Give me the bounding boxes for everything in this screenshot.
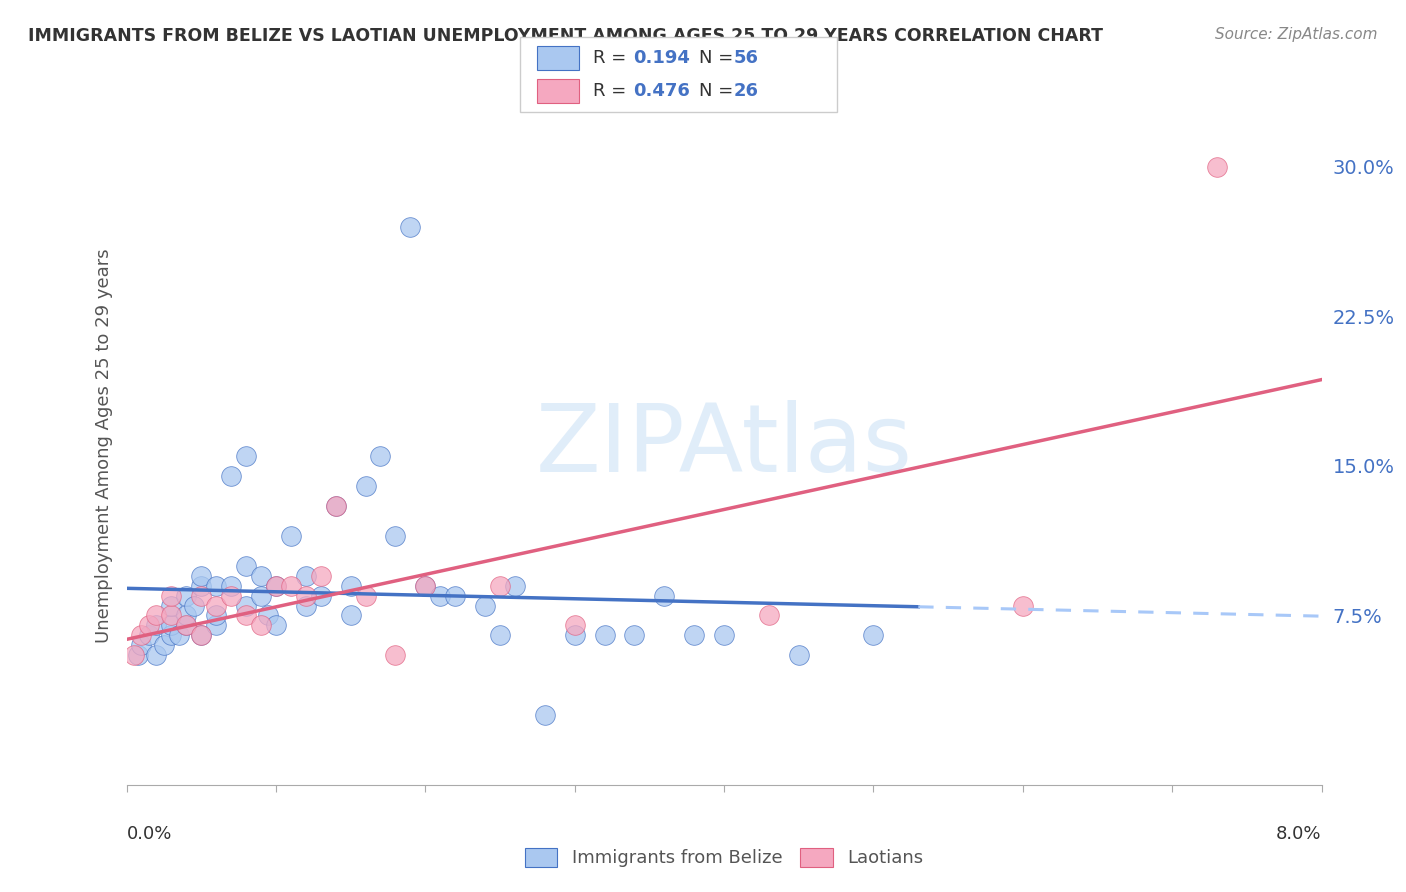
Point bbox=[503, 578, 526, 592]
Point bbox=[474, 599, 496, 613]
Text: N =: N = bbox=[699, 82, 738, 100]
Text: 0.0%: 0.0% bbox=[127, 825, 172, 843]
Point bbox=[205, 608, 228, 623]
Point bbox=[533, 708, 555, 723]
Point bbox=[131, 639, 153, 653]
Point bbox=[190, 628, 212, 642]
Point bbox=[160, 599, 183, 613]
Point bbox=[399, 219, 422, 234]
Text: ZIPAtlas: ZIPAtlas bbox=[536, 400, 912, 492]
Point bbox=[167, 628, 190, 642]
Point bbox=[294, 568, 316, 582]
Point bbox=[1011, 599, 1033, 613]
Point bbox=[183, 599, 205, 613]
Point bbox=[309, 568, 332, 582]
Point bbox=[190, 628, 212, 642]
Y-axis label: Unemployment Among Ages 25 to 29 years: Unemployment Among Ages 25 to 29 years bbox=[94, 249, 112, 643]
Point bbox=[145, 618, 167, 632]
Text: N =: N = bbox=[699, 49, 738, 67]
Point bbox=[174, 608, 197, 623]
Point bbox=[174, 618, 197, 632]
Text: IMMIGRANTS FROM BELIZE VS LAOTIAN UNEMPLOYMENT AMONG AGES 25 TO 29 YEARS CORRELA: IMMIGRANTS FROM BELIZE VS LAOTIAN UNEMPL… bbox=[28, 27, 1104, 45]
Point bbox=[787, 648, 810, 663]
Point bbox=[138, 628, 160, 642]
Text: R =: R = bbox=[593, 82, 633, 100]
Point bbox=[205, 599, 228, 613]
Text: 56: 56 bbox=[734, 49, 759, 67]
Point bbox=[160, 628, 183, 642]
Point bbox=[145, 608, 167, 623]
Point bbox=[190, 589, 212, 603]
Legend: Immigrants from Belize, Laotians: Immigrants from Belize, Laotians bbox=[524, 848, 924, 867]
Point bbox=[1206, 160, 1229, 174]
Point bbox=[354, 589, 377, 603]
Point bbox=[145, 648, 167, 663]
Point bbox=[652, 589, 675, 603]
Point bbox=[489, 578, 512, 592]
Point bbox=[264, 578, 287, 592]
Point bbox=[683, 628, 706, 642]
Point bbox=[280, 529, 302, 543]
Text: 26: 26 bbox=[734, 82, 759, 100]
Point bbox=[413, 578, 436, 592]
Point bbox=[174, 618, 197, 632]
Point bbox=[564, 628, 586, 642]
Point bbox=[190, 578, 212, 592]
Point bbox=[713, 628, 735, 642]
Point bbox=[131, 628, 153, 642]
Point bbox=[294, 589, 316, 603]
Point bbox=[623, 628, 645, 642]
Text: Source: ZipAtlas.com: Source: ZipAtlas.com bbox=[1215, 27, 1378, 42]
Point bbox=[160, 589, 183, 603]
Point bbox=[862, 628, 884, 642]
Point bbox=[174, 589, 197, 603]
Point bbox=[235, 599, 257, 613]
Point bbox=[153, 639, 176, 653]
Point bbox=[370, 449, 392, 463]
Point bbox=[122, 648, 145, 663]
Point bbox=[444, 589, 467, 603]
Point bbox=[235, 449, 257, 463]
Point bbox=[384, 648, 406, 663]
Point bbox=[264, 618, 287, 632]
Point bbox=[429, 589, 451, 603]
Point bbox=[294, 599, 316, 613]
Text: 0.476: 0.476 bbox=[633, 82, 689, 100]
Point bbox=[250, 568, 273, 582]
Point bbox=[354, 479, 377, 493]
Point bbox=[219, 589, 242, 603]
Point bbox=[489, 628, 512, 642]
Point bbox=[264, 578, 287, 592]
Point bbox=[205, 578, 228, 592]
Point bbox=[564, 618, 586, 632]
Point bbox=[127, 648, 149, 663]
Point bbox=[758, 608, 780, 623]
Point bbox=[280, 578, 302, 592]
Point bbox=[138, 618, 160, 632]
Point bbox=[339, 608, 361, 623]
Point bbox=[325, 499, 347, 513]
Point bbox=[250, 618, 273, 632]
Point bbox=[309, 589, 332, 603]
Point bbox=[325, 499, 347, 513]
Point bbox=[219, 578, 242, 592]
Point bbox=[593, 628, 616, 642]
Point bbox=[339, 578, 361, 592]
Point bbox=[219, 469, 242, 483]
Point bbox=[235, 558, 257, 573]
Point bbox=[235, 608, 257, 623]
Point bbox=[250, 589, 273, 603]
Point bbox=[160, 608, 183, 623]
Point bbox=[384, 529, 406, 543]
Point bbox=[190, 568, 212, 582]
Text: 8.0%: 8.0% bbox=[1277, 825, 1322, 843]
Point bbox=[257, 608, 280, 623]
Text: 0.194: 0.194 bbox=[633, 49, 689, 67]
Text: R =: R = bbox=[593, 49, 633, 67]
Point bbox=[160, 618, 183, 632]
Point bbox=[205, 618, 228, 632]
Point bbox=[413, 578, 436, 592]
